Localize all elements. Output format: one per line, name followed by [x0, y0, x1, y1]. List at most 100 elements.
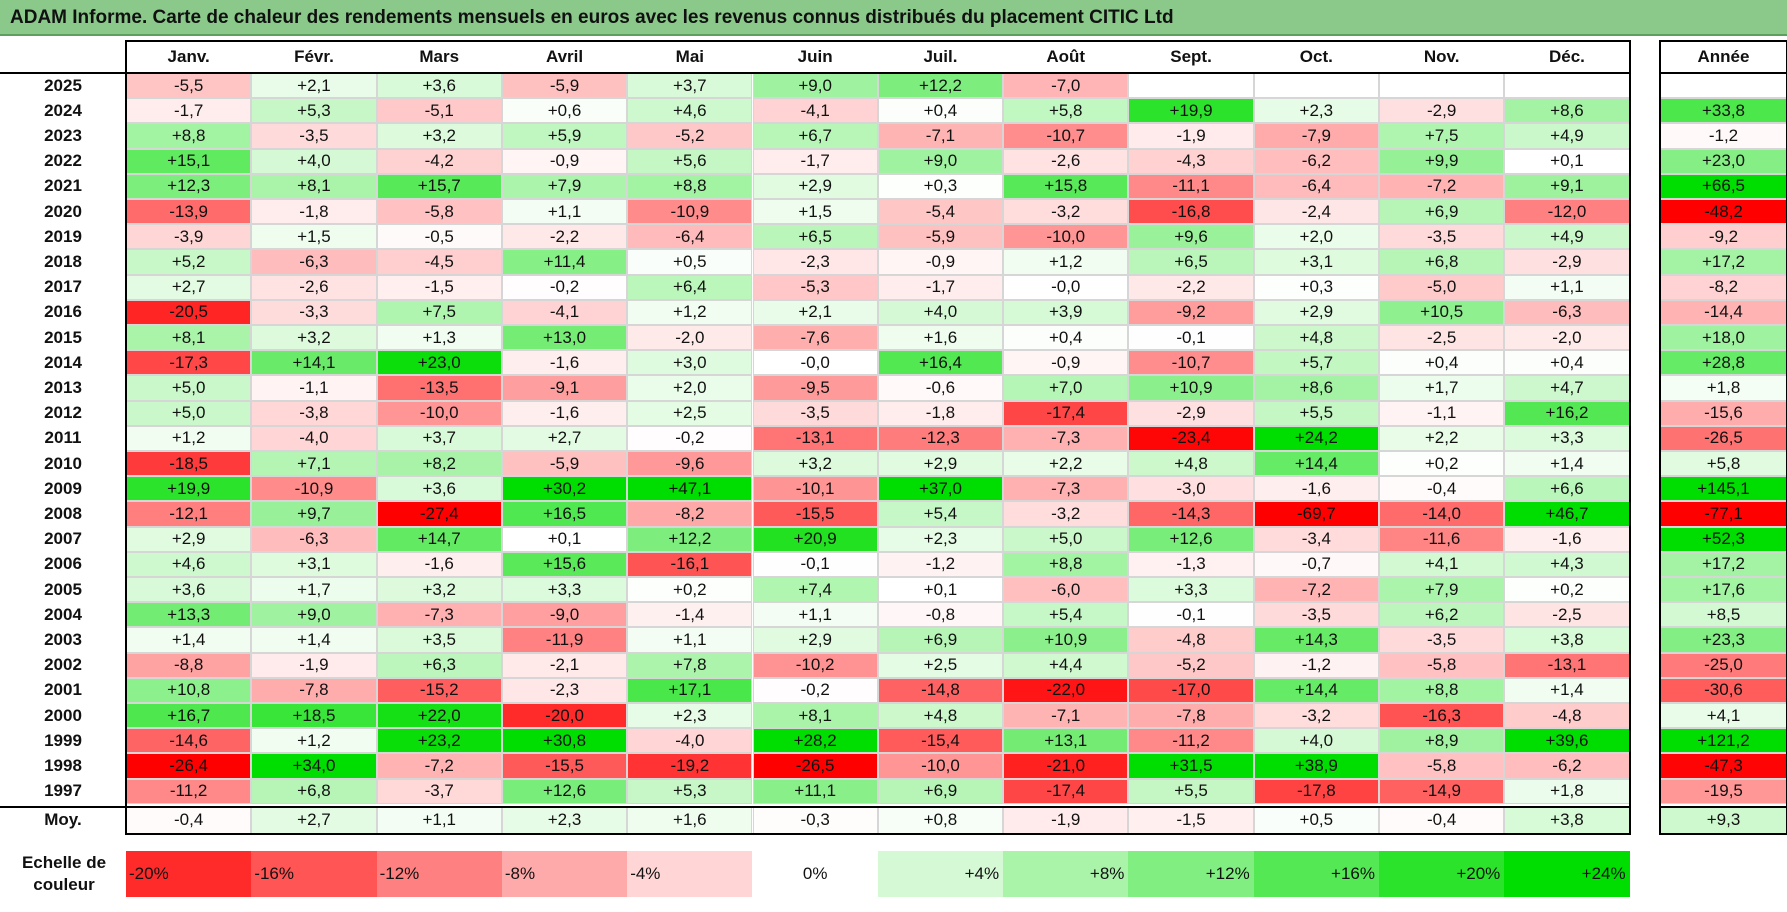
heatmap-cell: -3,5 — [1379, 627, 1505, 653]
heatmap-cell: +7,8 — [627, 652, 753, 678]
heatmap-cell: +7,5 — [376, 299, 502, 325]
heatmap-cell: +9,0 — [877, 148, 1004, 174]
heatmap-cell: +9,1 — [1504, 173, 1630, 199]
heatmap-cell: +1,6 — [877, 325, 1004, 351]
heatmap-cell: +2,5 — [627, 400, 753, 426]
heatmap-cell: -1,6 — [1253, 476, 1379, 502]
heatmap-cell: -5,3 — [752, 274, 878, 300]
row-year-label: 2020 — [44, 201, 82, 221]
row-year-label: 2017 — [44, 277, 82, 297]
heatmap-cell: +3,0 — [627, 350, 753, 376]
heatmap-cell: -5,2 — [1128, 652, 1254, 678]
annual-cell: +5,8 — [1660, 451, 1787, 477]
heatmap-cell: +19,9 — [1128, 98, 1254, 124]
heatmap-cell: -2,4 — [1253, 199, 1379, 225]
heatmap-cell: +12,6 — [501, 778, 628, 804]
heatmap-cell: -0,9 — [1003, 350, 1129, 376]
heatmap-cell: -1,7 — [752, 148, 878, 174]
heatmap-cell: -8,2 — [627, 501, 753, 527]
heatmap-cell: -1,1 — [251, 375, 377, 401]
row-year-label: 1999 — [44, 730, 82, 750]
heatmap-cell: -1,9 — [251, 652, 377, 678]
column-header: Nov. — [1423, 47, 1460, 66]
heatmap-cell: +1,1 — [501, 199, 628, 225]
heatmap-cell: +28,2 — [752, 728, 878, 754]
heatmap-cell: -6,0 — [1003, 577, 1129, 603]
heatmap-cell: +5,7 — [1253, 350, 1379, 376]
heatmap-cell: -15,5 — [501, 753, 628, 779]
heatmap-cell: -0,1 — [752, 551, 878, 577]
heatmap-cell: +1,1 — [627, 627, 753, 653]
average-cell: -1,5 — [1128, 806, 1254, 834]
heatmap-cell: -12,0 — [1504, 199, 1630, 225]
heatmap-cell: +17,1 — [627, 677, 753, 703]
heatmap-cell: -7,8 — [251, 677, 377, 703]
heatmap-cell: -2,3 — [752, 249, 878, 275]
heatmap-cell: -22,0 — [1003, 677, 1129, 703]
heatmap-cell: +8,2 — [376, 451, 502, 477]
heatmap-cell: +15,1 — [126, 148, 252, 174]
heatmap-cell: +6,4 — [627, 274, 753, 300]
average-annual-cell: +9,3 — [1660, 806, 1787, 834]
heatmap-cell: -16,3 — [1379, 703, 1505, 729]
heatmap-cell: -4,1 — [752, 98, 878, 124]
heatmap-cell: -17,8 — [1253, 778, 1379, 804]
heatmap-cell: -7,3 — [376, 602, 502, 628]
heatmap-cell: -5,1 — [376, 98, 502, 124]
heatmap-cell: +12,3 — [126, 173, 252, 199]
heatmap-cell: +0,1 — [877, 577, 1004, 603]
heatmap-cell: +3,1 — [1253, 249, 1379, 275]
annual-cell: -15,6 — [1660, 400, 1787, 426]
annual-cell: -47,3 — [1660, 753, 1787, 779]
row-year-label: 2002 — [44, 655, 82, 675]
row-year-label: 2003 — [44, 629, 82, 649]
heatmap-cell: -3,5 — [251, 123, 377, 149]
row-year-label: 2025 — [44, 75, 82, 95]
average-cell: +3,8 — [1504, 806, 1630, 834]
heatmap-cell: -1,8 — [877, 400, 1004, 426]
row-year-label: 2008 — [44, 503, 82, 523]
heatmap-cell: +20,9 — [752, 526, 878, 552]
average-cell: +1,6 — [627, 806, 753, 834]
heatmap-cell — [1253, 73, 1379, 99]
heatmap-cell: -7,6 — [752, 325, 878, 351]
heatmap-cell: -0,9 — [877, 249, 1004, 275]
heatmap-cell: +6,3 — [376, 652, 502, 678]
heatmap-cell: +10,9 — [1128, 375, 1254, 401]
annual-cell: +17,2 — [1660, 249, 1787, 275]
heatmap-cell: +7,4 — [752, 577, 878, 603]
heatmap-cell: -13,9 — [126, 199, 252, 225]
heatmap-cell: -10,2 — [752, 652, 878, 678]
heatmap-cell: +2,7 — [501, 425, 628, 451]
heatmap-cell: -7,3 — [1003, 425, 1129, 451]
heatmap-cell: +1,4 — [251, 627, 377, 653]
heatmap-cell: -4,3 — [1128, 148, 1254, 174]
heatmap-cell: +4,6 — [126, 551, 252, 577]
heatmap-cell: +2,2 — [1003, 451, 1129, 477]
heatmap-cell: +5,9 — [501, 123, 628, 149]
annual-cell: +52,3 — [1660, 526, 1787, 552]
heatmap-cell: -6,3 — [1504, 299, 1630, 325]
heatmap-cell: -3,2 — [1253, 703, 1379, 729]
heatmap-cell: -0,2 — [501, 274, 628, 300]
heatmap-cell: +14,1 — [251, 350, 377, 376]
heatmap-cell: +34,0 — [251, 753, 377, 779]
heatmap-cell: -14,3 — [1128, 501, 1254, 527]
heatmap-cell: +6,8 — [1379, 249, 1505, 275]
row-year-label: 2011 — [44, 428, 82, 448]
heatmap-cell: +6,5 — [1128, 249, 1254, 275]
heatmap-cell: -1,6 — [1504, 526, 1630, 552]
annual-cell: -26,5 — [1660, 425, 1787, 451]
annual-cell: +145,1 — [1660, 476, 1787, 502]
heatmap-cell: -5,9 — [501, 451, 628, 477]
heatmap-cell: -0,0 — [1003, 274, 1129, 300]
heatmap-cell: +10,9 — [1003, 627, 1129, 653]
heatmap-cell: +5,6 — [627, 148, 753, 174]
heatmap-cell: +7,1 — [251, 451, 377, 477]
heatmap-cell: -2,2 — [1128, 274, 1254, 300]
heatmap-cell: +18,5 — [251, 703, 377, 729]
heatmap-cell: -7,2 — [1253, 577, 1379, 603]
heatmap-cell: -14,8 — [877, 677, 1004, 703]
heatmap-cell: +3,7 — [627, 73, 753, 99]
heatmap-cell: +4,6 — [627, 98, 753, 124]
